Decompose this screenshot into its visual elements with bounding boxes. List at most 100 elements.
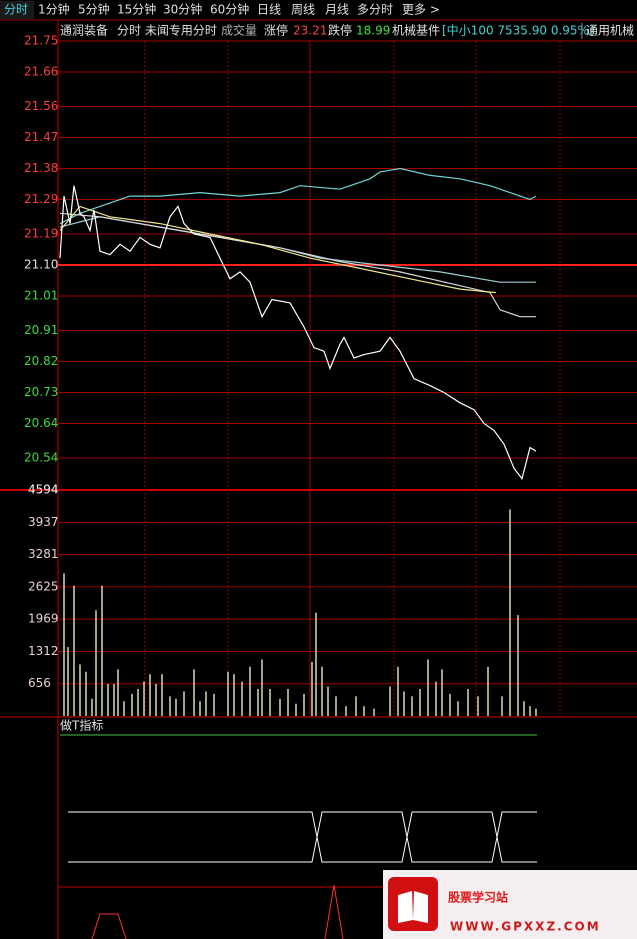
volume-bar (91, 698, 93, 716)
volume-bar (419, 688, 421, 716)
y-tick-label: 21.56 (24, 99, 58, 113)
y-tick-label: 1312 (28, 644, 59, 658)
y-tick-label: 20.73 (24, 385, 58, 399)
y-tick-label: 21.10 (24, 258, 58, 272)
price-line (59, 185, 537, 481)
volume-bar (67, 647, 69, 716)
volume-bar (183, 691, 185, 716)
volume-bar (501, 696, 503, 716)
volume-bar (457, 701, 459, 716)
y-tick-label: 4594 (28, 483, 59, 497)
v-grid (144, 41, 561, 717)
volume-bar (257, 688, 259, 716)
volume-bar (441, 669, 443, 716)
toolbar-tab[interactable]: 30分钟 (163, 2, 202, 17)
indicator-title: 做T指标 (60, 718, 103, 733)
y-tick-label: 20.64 (24, 416, 58, 430)
volume-bar (523, 701, 525, 716)
volume-bar (449, 693, 451, 716)
limit-up: 23.21 (293, 24, 327, 38)
volume-bar (363, 706, 365, 716)
view-name: 分时 未闻专用分时 (117, 23, 217, 38)
volume-bar (535, 708, 537, 716)
toolbar-tab[interactable]: 月线 (325, 3, 349, 17)
volume-bar (101, 585, 103, 716)
volume-bar (467, 688, 469, 716)
y-tick-label: 2625 (28, 579, 59, 593)
volume-bar (477, 696, 479, 716)
volume-bar (213, 693, 215, 716)
y-tick-label: 21.38 (24, 161, 58, 175)
volume-bar (529, 706, 531, 716)
volume-bar (249, 666, 251, 716)
toolbar-tab[interactable]: 更多 > (402, 3, 440, 17)
watermark: 股票学习站 WWW.GPXXZ.COM (383, 870, 637, 939)
limit-down: 18.99 (356, 24, 390, 38)
volume-bar (327, 686, 329, 716)
y-tick-label: 21.29 (24, 192, 58, 206)
volume-bar (73, 585, 75, 716)
volume-bar (169, 696, 171, 716)
volume-bar (295, 703, 297, 716)
volume-bar (95, 610, 97, 716)
volume-bar (149, 674, 151, 716)
price-line (59, 167, 537, 225)
active-tab-bg (0, 1, 34, 19)
watermark-title: 股票学习站 (448, 890, 508, 905)
y-tick-label: 656 (28, 676, 51, 690)
volume-bar (373, 708, 375, 716)
toolbar-tab[interactable]: 多分时 (357, 3, 393, 17)
y-tick-label: 20.91 (24, 323, 58, 337)
volume-bar (143, 681, 145, 716)
volume-bar (161, 674, 163, 716)
volume-bar (397, 666, 399, 716)
volume-bar (63, 573, 65, 716)
volume-bar (79, 664, 81, 716)
volume-bar (355, 696, 357, 716)
volume-bar (403, 691, 405, 716)
toolbar-tab[interactable]: 日线 (257, 3, 281, 17)
volume-bar (411, 696, 413, 716)
watermark-logo (388, 877, 438, 931)
volume-bar (131, 693, 133, 716)
volume-bar (261, 659, 263, 716)
volume-bar (287, 688, 289, 716)
toolbar-tab[interactable]: 分时 (4, 3, 28, 17)
volume-bar (117, 669, 119, 716)
volume-bar (155, 684, 157, 716)
price-line (59, 212, 536, 318)
indicator-signal-red (91, 884, 344, 939)
volume-bar (389, 686, 391, 716)
volume-bar (345, 706, 347, 716)
limit-down-label: 跌停 (328, 23, 352, 38)
volume-bar (85, 671, 87, 716)
y-tick-label: 21.47 (24, 130, 58, 144)
volume-bar (315, 612, 317, 716)
volume-bar (233, 674, 235, 716)
volume-bar (311, 661, 313, 716)
toolbar-tab[interactable]: 15分钟 (117, 2, 156, 17)
y-tick-label: 21.66 (24, 65, 58, 79)
watermark-url: WWW.GPXXZ.COM (450, 920, 601, 934)
volume-bar (517, 615, 519, 716)
volume-bar (227, 671, 229, 716)
volume-bar (123, 701, 125, 716)
stock-name: 通润装备 (60, 24, 108, 38)
toolbar-tab[interactable]: 1分钟 (38, 2, 70, 17)
watermark-book (398, 891, 428, 923)
volume-bar (303, 693, 305, 716)
volume-bar (241, 681, 243, 716)
volume-label: 成交量 (221, 23, 257, 38)
volume-bar (427, 659, 429, 716)
y-tick-label: 21.75 (24, 34, 58, 48)
index-info: [中小100 7535.90 0.95%] (442, 23, 594, 38)
toolbar-tab[interactable]: 60分钟 (210, 2, 249, 17)
sector: 机械基件 (392, 23, 440, 38)
toolbar-tab[interactable]: 5分钟 (78, 2, 110, 17)
toolbar-tab[interactable]: 周线 (291, 3, 315, 17)
y-tick-label: 21.19 (24, 226, 58, 240)
indicator-signal (68, 811, 537, 863)
volume-bar (137, 688, 139, 716)
